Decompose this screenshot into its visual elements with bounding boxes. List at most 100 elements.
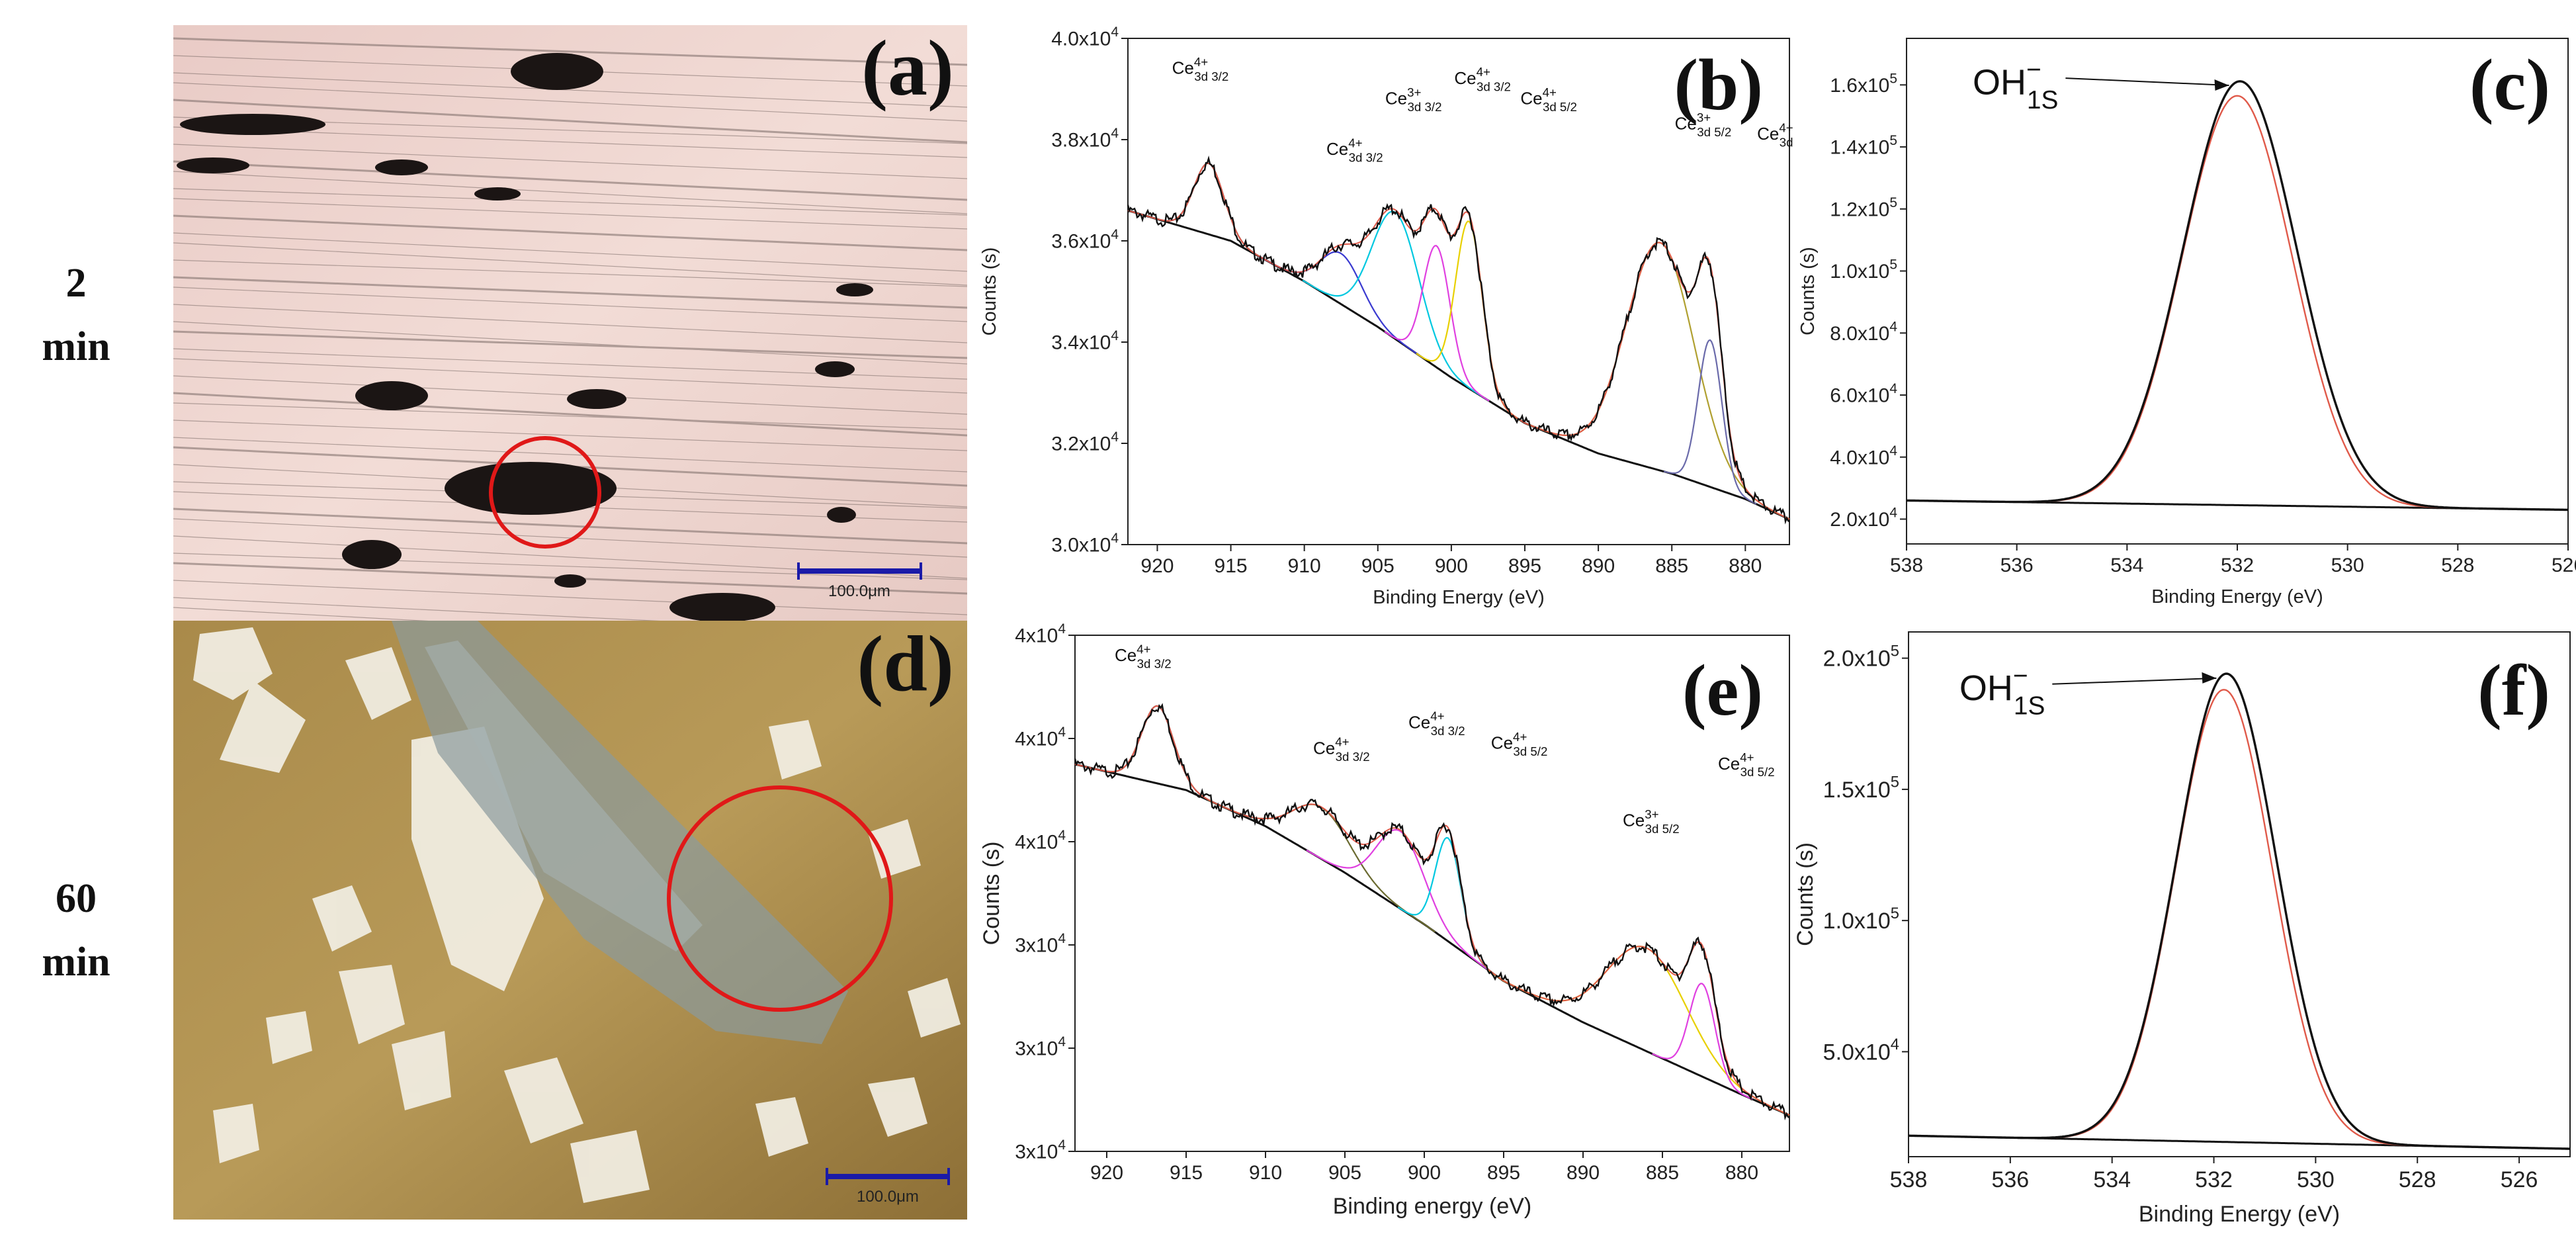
peak-annotation: Ce3+ 3d 5/2 [1675,111,1732,139]
y-axis-label: Counts (s) [1797,247,1819,335]
x-tick-label: 880 [1729,555,1762,577]
plot-frame [1908,631,2571,1157]
fit-component [1306,829,1496,976]
row-label-2min: 2 min [0,251,152,378]
y-tick-label: 4x104 [1015,828,1066,854]
y-tick-label: 6.0x104 [1830,381,1897,407]
micrograph-a-image: (a) 100.0μm [173,25,967,621]
x-tick-label: 900 [1435,555,1468,577]
x-tick-label: 530 [2297,1167,2335,1192]
xps-chart-c: 538 536 534 532 530 528 526 2.0x104 4.0x104 6.0x1… [1797,38,2576,607]
x-tick-label: 528 [2399,1167,2436,1192]
background-line [1127,209,1790,521]
x-tick-label: 526 [2552,555,2576,576]
background-line [1074,763,1790,1116]
x-tick-label: 885 [1646,1162,1679,1184]
row-label-60min-line2: min [42,940,110,985]
x-tick-label: 900 [1408,1162,1441,1184]
x-tick-label: 536 [2000,555,2034,576]
row-label-2min-line1: 2 [65,261,87,306]
annotation-arrow [2065,77,2229,87]
x-axis-label: Binding Energy (eV) [2151,586,2323,607]
raw-data-line [1907,80,2568,512]
panel-label-a: (a) [861,25,954,112]
x-tick-label: 528 [2441,555,2474,576]
y-tick-label: 3.0x104 [1051,531,1119,556]
scale-bar-label: 100.0μm [857,1188,919,1206]
y-tick-label: 3x104 [1015,1137,1066,1163]
y-tick-label: 3.4x104 [1051,328,1119,354]
x-tick-label: 895 [1508,555,1541,577]
micrograph-d: (d) 100.0μm [173,621,967,1220]
panel-label-d: (d) [857,621,954,707]
x-tick-label: 534 [2110,555,2143,576]
peak-annotation: Ce4+ 3d 3/2 [1408,709,1465,738]
xps-chart-f: 538 536 534 532 530 528 526 5.0x104 1.0x105 1.5x1… [1796,631,2571,1227]
annotation-arrow [2052,677,2217,685]
panel-label: (b) [1674,44,1763,125]
arrow-head [2202,672,2217,684]
scale-bar-label: 100.0μm [828,582,890,600]
y-axis-label: Counts (s) [979,247,1000,336]
plot-frame [1127,38,1790,545]
y-tick-label: 4.0x104 [1051,24,1119,50]
x-tick-label: 915 [1215,555,1248,577]
y-tick-label: 2.0x105 [1823,642,1899,671]
panel-label: (e) [1682,650,1763,731]
y-tick-label: 3x104 [1015,1034,1066,1060]
raw-data-line [1909,672,2570,1150]
peak-annotation: Ce4+3d 5/2 [1520,85,1577,114]
y-tick-label: 3.8x104 [1051,126,1119,152]
panel-label: (c) [2469,44,2550,125]
fit-component [1525,242,1790,520]
fit-line [1909,689,2570,1150]
x-tick-label: 526 [2501,1167,2538,1192]
plot-frame [1074,635,1790,1152]
paint-flakes [193,627,961,1203]
row-label-60min: 60 min [0,867,152,994]
y-tick-label: 1.0x105 [1830,257,1897,283]
y-axis-label: Counts (s) [979,842,1004,946]
highlight-circle [489,436,601,549]
y-tick-label: 3x104 [1015,931,1066,957]
fit-line [1907,95,2568,511]
peak-annotation: OH− 1S [1959,662,2045,721]
peak-annotation: Ce3+ 3d 3/2 [1385,85,1442,114]
peak-annotation: Ce4+ 3d 3/2 [1115,642,1172,670]
y-tick-label: 1.4x105 [1830,133,1897,159]
y-tick-label: 1.5x105 [1823,774,1899,803]
panel-label: (f) [2477,650,2550,731]
y-tick-label: 3.2x104 [1051,429,1119,455]
peak-annotation: Ce4+ 3d 3/2 [1313,735,1370,764]
peak-annotation: Ce4+3d 5/2 [1718,750,1775,779]
raw-data-line [1127,156,1790,525]
y-tick-label: 4x104 [1015,622,1066,647]
micrograph-a: (a) 100.0μm [173,25,967,621]
fit-component [1397,836,1499,978]
peak-annotation: OH− 1S [1973,56,2058,114]
fit-component [1150,162,1267,261]
x-tick-label: 532 [2195,1167,2233,1192]
y-tick-label: 1.6x105 [1830,71,1897,97]
envelope-line [1074,705,1790,1116]
micrograph-d-image: (d) 100.0μm [173,621,967,1220]
x-tick-label: 910 [1249,1162,1282,1184]
peak-annotation: Ce4+3d 5/2 [1757,120,1796,149]
highlight-circle [667,785,893,1012]
dark-spots [177,53,873,621]
x-tick-label: 536 [1991,1167,2029,1192]
raw-data-line [1074,703,1790,1121]
x-tick-label: 910 [1288,555,1321,577]
peak-annotation: Ce4+ 3d 3/2 [1454,65,1511,93]
row-label-60min-line1: 60 [56,876,97,921]
y-tick-label: 3.6x104 [1051,227,1119,253]
xps-chart-b: 920 915 910 905 900 895 890 885 880 3.0x104 3.2x10… [979,24,1796,608]
x-tick-label: 915 [1170,1162,1203,1184]
x-tick-label: 538 [1890,555,1923,576]
x-axis-label: Binding Energy (eV) [2139,1202,2340,1227]
peak-annotation: Ce4+ 3d 3/2 [1172,55,1229,83]
x-axis-label: Binding energy (eV) [1333,1194,1532,1219]
y-tick-label: 2.0x104 [1830,506,1897,531]
x-tick-label: 532 [2221,555,2254,576]
x-tick-label: 905 [1328,1162,1361,1184]
